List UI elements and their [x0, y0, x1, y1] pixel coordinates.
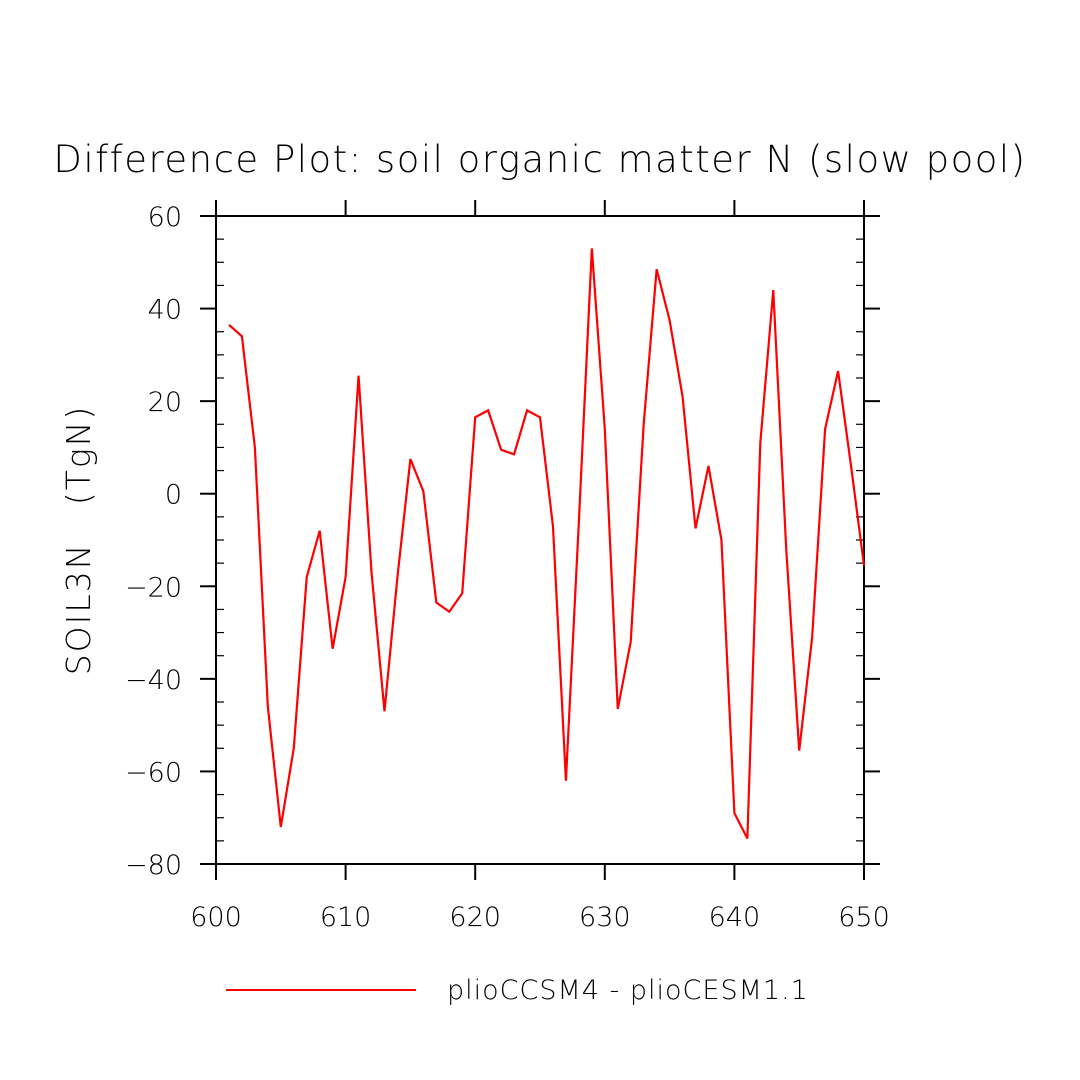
y-axis-label: SOIL3N (TgN)	[59, 405, 98, 676]
y-tick-label: −60	[125, 757, 182, 788]
y-tick-labels: −80 −60 −40 −20 0 20 40 60	[125, 202, 182, 881]
x-tick-label: 650	[838, 902, 890, 933]
plot-frame	[215, 215, 865, 865]
y-tick-label: −40	[125, 665, 182, 696]
minor-ticks	[216, 238, 864, 842]
x-tick-label: 600	[190, 902, 242, 933]
y-tick-label: 40	[148, 295, 182, 326]
series-group	[228, 248, 866, 840]
series-line-0	[228, 248, 866, 840]
plot-border	[215, 215, 865, 865]
major-ticks	[200, 200, 880, 880]
x-tick-labels: 600 610 620 630 640 650	[190, 902, 890, 933]
y-tick-label: 60	[148, 202, 182, 233]
x-tick-label: 610	[320, 902, 372, 933]
x-tick-label: 640	[709, 902, 761, 933]
x-tick-label: 630	[579, 902, 631, 933]
x-tick-label: 620	[449, 902, 501, 933]
legend: plioCCSM4 - plioCESM1.1	[226, 975, 809, 1006]
y-tick-label: −80	[125, 850, 182, 881]
chart-title: Difference Plot: soil organic matter N (…	[53, 138, 1026, 181]
legend-label: plioCCSM4 - plioCESM1.1	[447, 975, 809, 1006]
y-tick-label: −20	[125, 572, 182, 603]
y-tick-label: 0	[165, 480, 182, 511]
y-tick-label: 20	[148, 387, 182, 418]
